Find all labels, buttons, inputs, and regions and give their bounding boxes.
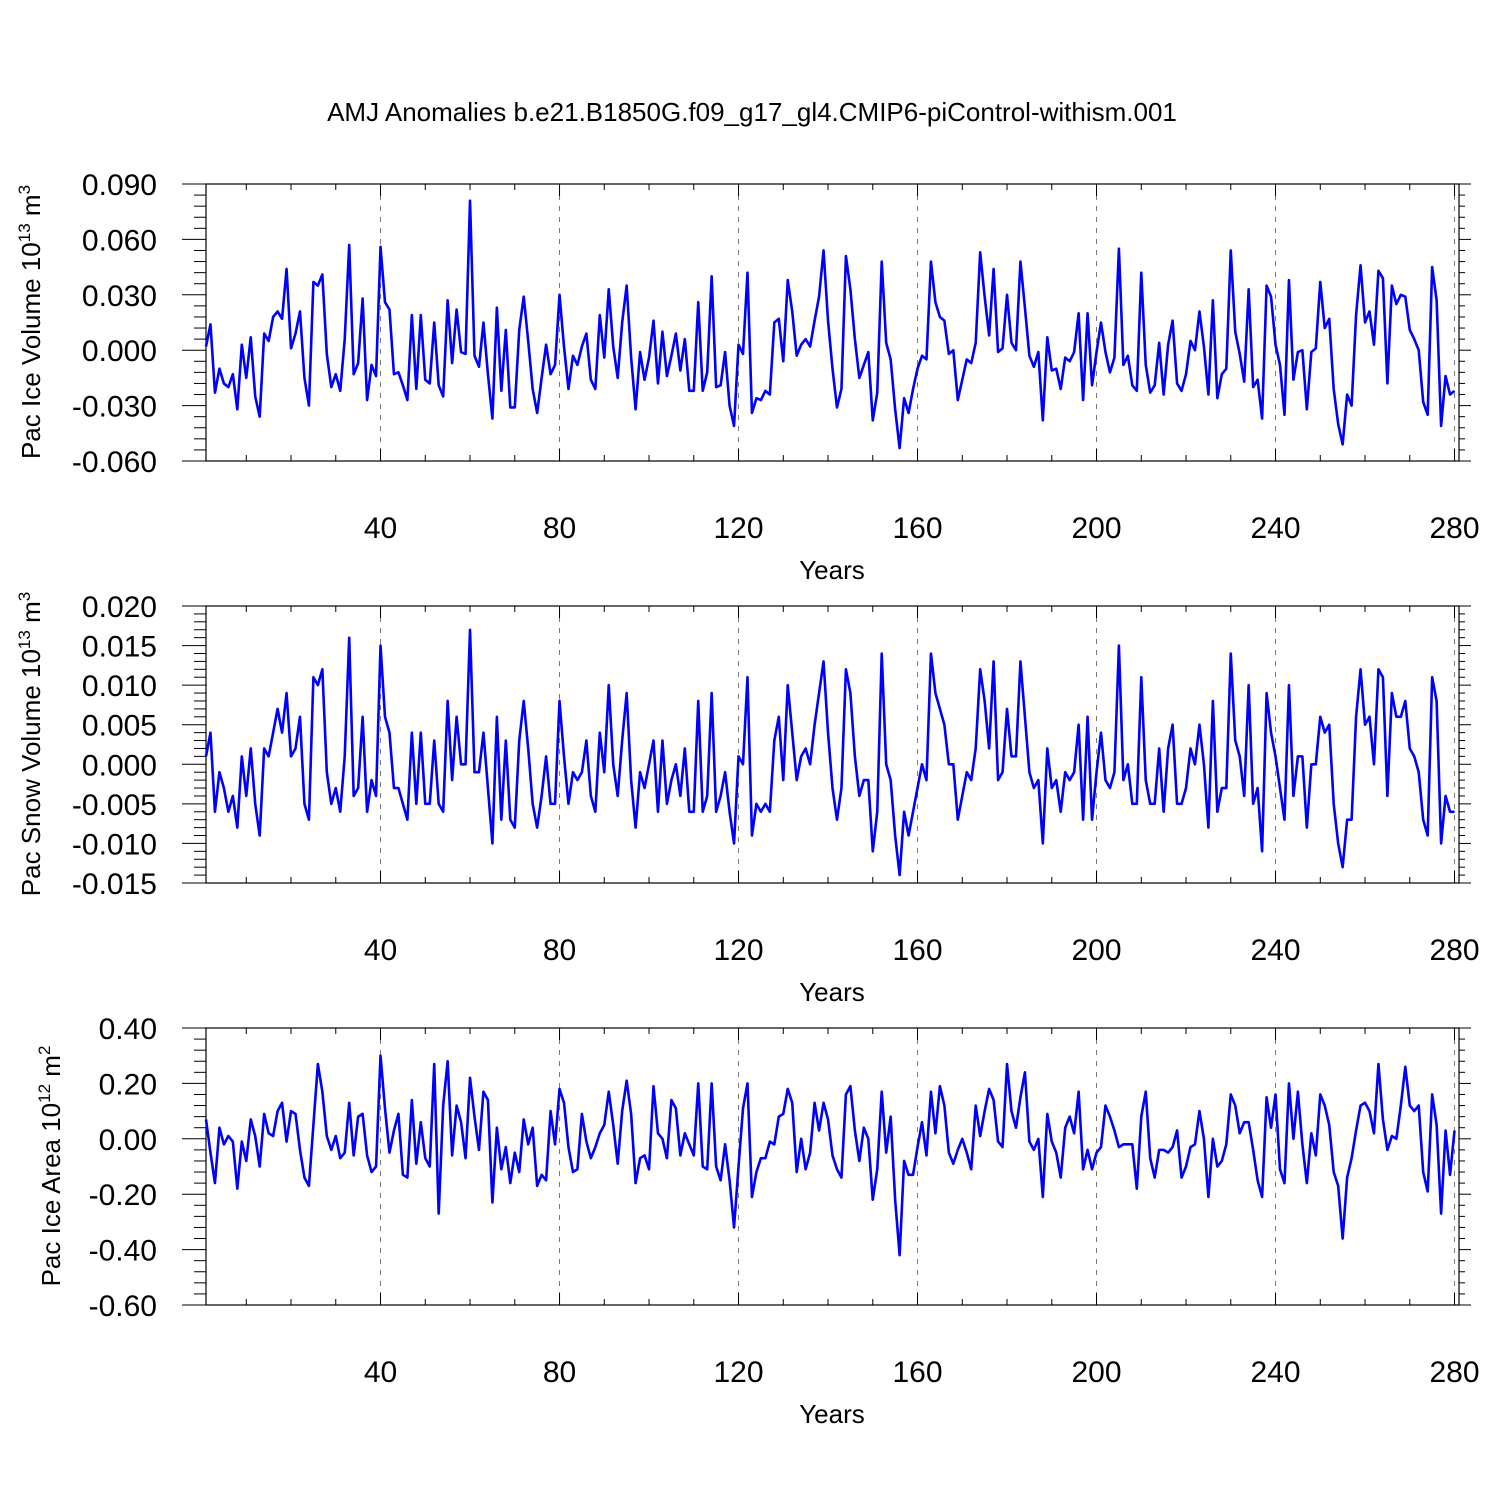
y-tick-label: 0.000 xyxy=(82,749,157,782)
x-axis-label: Years xyxy=(799,1399,865,1429)
plot-frame xyxy=(205,183,1460,462)
panel-ice-area: 40 80 120 160 200 240 280 -0.60 -0.40 -0.20 0.00 0… xyxy=(35,1013,1480,1429)
y-tick-label: 0.090 xyxy=(82,169,157,202)
series-line xyxy=(204,199,1456,450)
y-tick-label: 0.00 xyxy=(99,1124,157,1157)
y-tick-label: -0.010 xyxy=(72,828,157,861)
x-tick-labels: 40 80 120 160 200 240 280 xyxy=(364,934,1480,967)
y-tick-label: -0.015 xyxy=(72,868,157,901)
panel-ice-volume: 40 80 120 160 200 240 280 -0.060 -0.030 0.000 0.0… xyxy=(15,169,1480,585)
grid xyxy=(380,606,1456,883)
x-tick-label: 240 xyxy=(1250,934,1300,967)
x-tick-label: 160 xyxy=(892,512,942,545)
y-tick-label: 0.005 xyxy=(82,710,157,743)
x-tick-label: 80 xyxy=(543,1356,576,1389)
x-axis-label: Years xyxy=(799,555,865,585)
y-axis-label: Pac Snow Volume 1013 m3 xyxy=(15,592,46,896)
y-tick-label: 0.020 xyxy=(82,591,157,624)
x-tick-label: 200 xyxy=(1071,1356,1121,1389)
ticks xyxy=(182,605,1471,884)
y-tick-label: -0.60 xyxy=(89,1290,157,1323)
x-tick-labels: 40 80 120 160 200 240 280 xyxy=(364,1356,1480,1389)
plot-frame xyxy=(205,1027,1460,1306)
x-tick-label: 40 xyxy=(364,934,397,967)
y-tick-label: -0.060 xyxy=(72,446,157,479)
x-tick-label: 200 xyxy=(1071,934,1121,967)
x-tick-label: 80 xyxy=(543,934,576,967)
x-tick-label: 120 xyxy=(713,1356,763,1389)
panel-snow-volume: 40 80 120 160 200 240 280 -0.015 -0.010 -0.005 0.… xyxy=(15,591,1480,1007)
y-tick-labels: -0.015 -0.010 -0.005 0.000 0.005 0.010 0.015 0.… xyxy=(72,591,157,901)
x-tick-label: 80 xyxy=(543,512,576,545)
y-tick-label: -0.005 xyxy=(72,789,157,822)
y-tick-labels: -0.60 -0.40 -0.20 0.00 0.20 0.40 xyxy=(89,1013,157,1323)
x-tick-label: 40 xyxy=(364,1356,397,1389)
y-tick-label: 0.060 xyxy=(82,224,157,257)
y-tick-labels: -0.060 -0.030 0.000 0.030 0.060 0.090 xyxy=(72,169,157,479)
y-tick-label: 0.015 xyxy=(82,631,157,664)
x-tick-labels: 40 80 120 160 200 240 280 xyxy=(364,512,1480,545)
y-axis-label: Pac Ice Volume 1013 m3 xyxy=(15,185,46,459)
y-tick-label: 0.40 xyxy=(99,1013,157,1046)
grid xyxy=(380,184,1456,461)
figure-title: AMJ Anomalies b.e21.B1850G.f09_g17_gl4.C… xyxy=(327,97,1177,127)
ticks xyxy=(182,1027,1471,1306)
x-tick-label: 120 xyxy=(713,512,763,545)
x-tick-label: 240 xyxy=(1250,512,1300,545)
grid xyxy=(380,1028,1456,1305)
x-tick-label: 160 xyxy=(892,934,942,967)
x-tick-label: 280 xyxy=(1429,1356,1479,1389)
plot-frame xyxy=(205,605,1460,884)
y-tick-label: 0.20 xyxy=(99,1068,157,1101)
y-tick-label: -0.030 xyxy=(72,391,157,424)
x-tick-label: 280 xyxy=(1429,512,1479,545)
series-line xyxy=(204,1054,1456,1257)
x-tick-label: 40 xyxy=(364,512,397,545)
ticks xyxy=(182,183,1471,462)
x-tick-label: 280 xyxy=(1429,934,1479,967)
y-axis-label: Pac Ice Area 1012 m2 xyxy=(35,1046,66,1287)
y-tick-label: -0.40 xyxy=(89,1235,157,1268)
x-tick-label: 120 xyxy=(713,934,763,967)
x-tick-label: 240 xyxy=(1250,1356,1300,1389)
x-axis-label: Years xyxy=(799,977,865,1007)
y-tick-label: 0.010 xyxy=(82,670,157,703)
y-tick-label: 0.000 xyxy=(82,335,157,368)
x-tick-label: 200 xyxy=(1071,512,1121,545)
series-line xyxy=(204,628,1455,877)
y-tick-label: -0.20 xyxy=(89,1179,157,1212)
x-tick-label: 160 xyxy=(892,1356,942,1389)
y-tick-label: 0.030 xyxy=(82,280,157,313)
